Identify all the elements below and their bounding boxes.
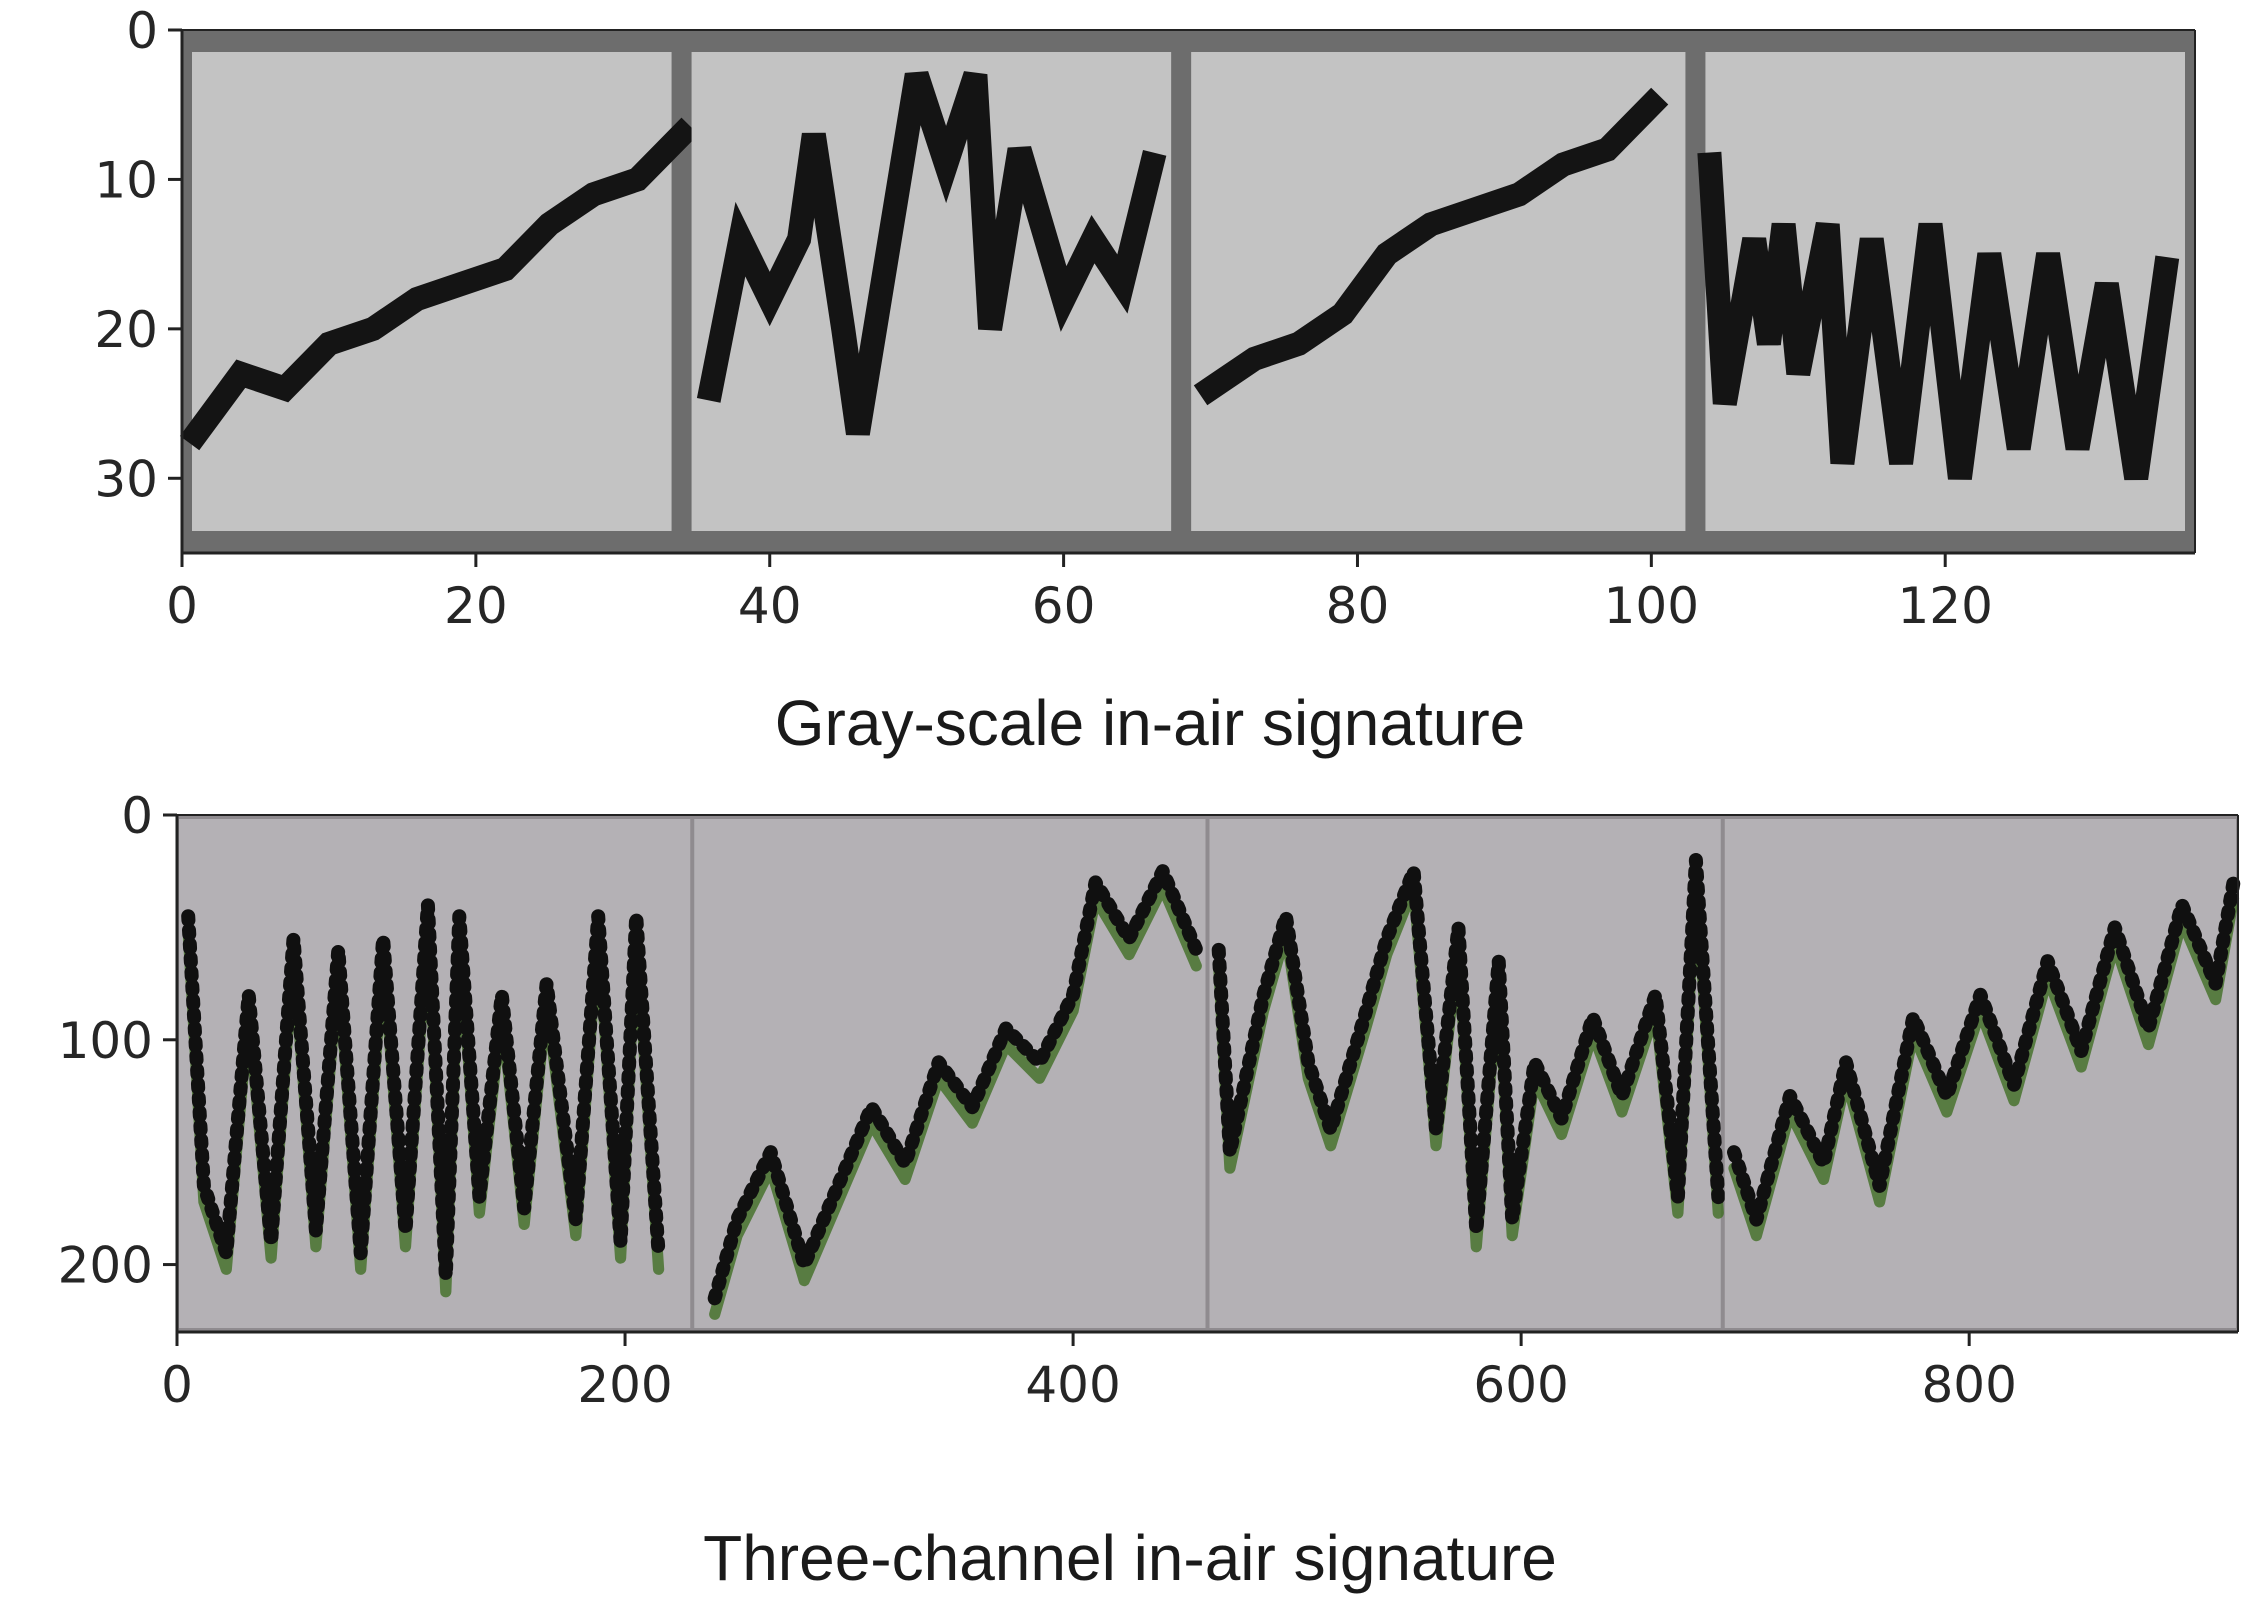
y-tick-label: 0 bbox=[126, 2, 158, 60]
signature-trace-3 bbox=[1211, 853, 1726, 1238]
x-tick-label: 80 bbox=[1326, 577, 1390, 635]
x-tick-label: 600 bbox=[1473, 1356, 1568, 1414]
x-tick-label: 400 bbox=[1025, 1356, 1120, 1414]
y-tick-label: 10 bbox=[94, 151, 158, 209]
x-tick-label: 60 bbox=[1032, 577, 1096, 635]
y-tick-label: 20 bbox=[94, 301, 158, 359]
signature-trace-1 bbox=[179, 117, 699, 451]
x-tick-label: 120 bbox=[1897, 577, 1992, 635]
three-channel-signature-plot: 0 200 400 600 800 0 100 200 bbox=[58, 787, 2241, 1414]
x-tick-label: 0 bbox=[166, 577, 198, 635]
x-tick-label: 200 bbox=[577, 1356, 672, 1414]
signature-trace-4 bbox=[1727, 875, 2241, 1227]
signature-trace-2 bbox=[696, 71, 1167, 436]
x-tick-label: 0 bbox=[161, 1356, 193, 1414]
x-tick-label: 20 bbox=[444, 577, 508, 635]
three-channel-caption: Three-channel in-air signature bbox=[703, 1522, 1557, 1594]
signature-panel-3 bbox=[1191, 52, 1686, 531]
signature-trace-2 bbox=[707, 864, 1204, 1306]
signature-panel-4 bbox=[1724, 819, 2236, 1328]
y-tick-label: 0 bbox=[121, 787, 153, 845]
x-tick-label: 100 bbox=[1604, 577, 1699, 635]
x-tick-label: 800 bbox=[1921, 1356, 2016, 1414]
grayscale-signature-plot: 0 20 40 60 80 100 120 0 10 20 30 bbox=[94, 2, 2196, 635]
x-tick-label: 40 bbox=[738, 577, 802, 635]
y-tick-label: 200 bbox=[58, 1237, 153, 1295]
y-tick-label: 100 bbox=[58, 1012, 153, 1070]
grayscale-caption: Gray-scale in-air signature bbox=[775, 687, 1526, 759]
signature-trace-4 bbox=[1697, 151, 2180, 481]
signature-trace-3 bbox=[1193, 87, 1669, 406]
signature-trace-1 bbox=[181, 897, 666, 1283]
y-tick-label: 30 bbox=[94, 450, 158, 508]
